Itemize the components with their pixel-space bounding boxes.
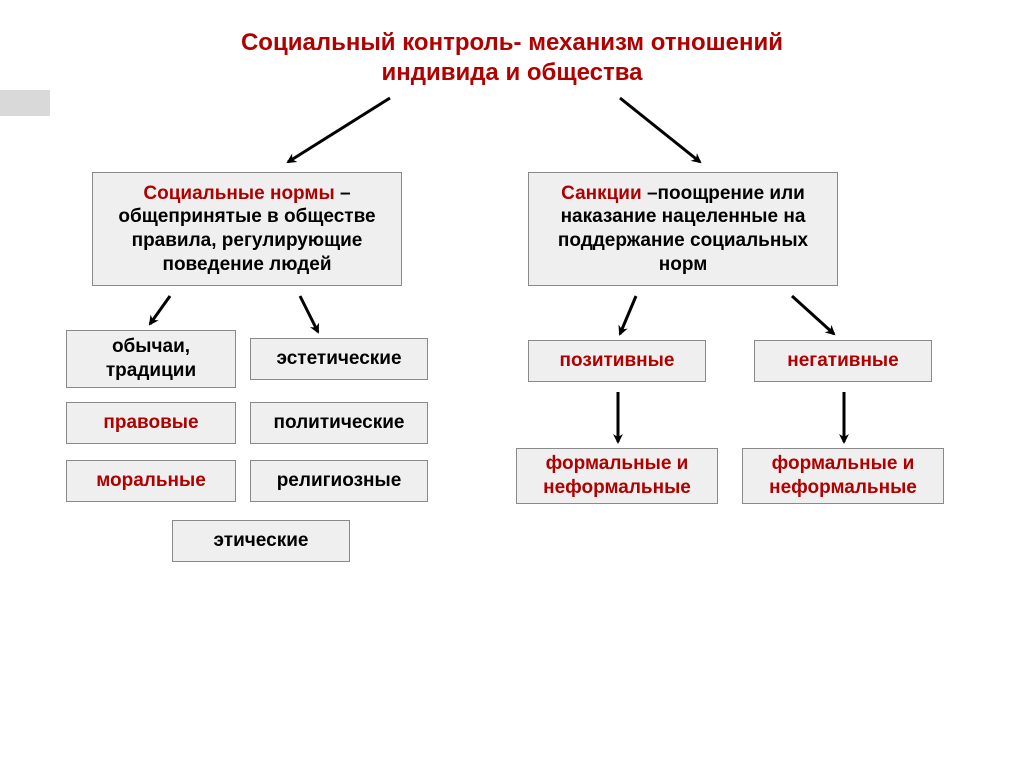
box-ethical: этические [172, 520, 350, 562]
arrow-title-to-norms [288, 98, 390, 162]
box-negative: негативные [754, 340, 932, 382]
box-formal-2: формальные и неформальные [742, 448, 944, 504]
norms-term: Социальные нормы [143, 183, 340, 204]
box-positive: позитивные [528, 340, 706, 382]
box-legal: правовые [66, 402, 236, 444]
sanctions-term: Санкции [561, 183, 647, 204]
label: формальные и неформальные [527, 452, 707, 500]
arrow-sanctions-to-neg [792, 296, 834, 334]
label: этические [214, 529, 309, 553]
title-line-2: индивида и общества [0, 58, 1024, 88]
arrow-title-to-sanctions [620, 98, 700, 162]
label: формальные и неформальные [753, 452, 933, 500]
arrow-sanctions-to-pos [620, 296, 636, 334]
label: моральные [96, 469, 206, 493]
box-customs: обычаи, традиции [66, 330, 236, 388]
label: религиозные [277, 469, 402, 493]
label: эстетические [276, 347, 401, 371]
arrow-norms-to-customs [150, 296, 170, 324]
arrow-norms-to-aesthetic [300, 296, 318, 332]
label: обычаи, традиции [77, 335, 225, 383]
box-aesthetic: эстетические [250, 338, 428, 380]
label: правовые [103, 411, 198, 435]
label: негативные [787, 349, 898, 373]
box-formal-1: формальные и неформальные [516, 448, 718, 504]
box-religious: религиозные [250, 460, 428, 502]
title-line-1: Социальный контроль- механизм отношений [0, 28, 1024, 58]
slide-side-tab [0, 90, 50, 116]
box-moral: моральные [66, 460, 236, 502]
label: позитивные [560, 349, 675, 373]
box-sanctions: Санкции –поощрение или наказание нацелен… [528, 172, 838, 286]
box-political: политические [250, 402, 428, 444]
box-social-norms: Социальные нормы – общепринятые в общест… [92, 172, 402, 286]
diagram-title: Социальный контроль- механизм отношений … [0, 28, 1024, 88]
label: политические [273, 411, 404, 435]
